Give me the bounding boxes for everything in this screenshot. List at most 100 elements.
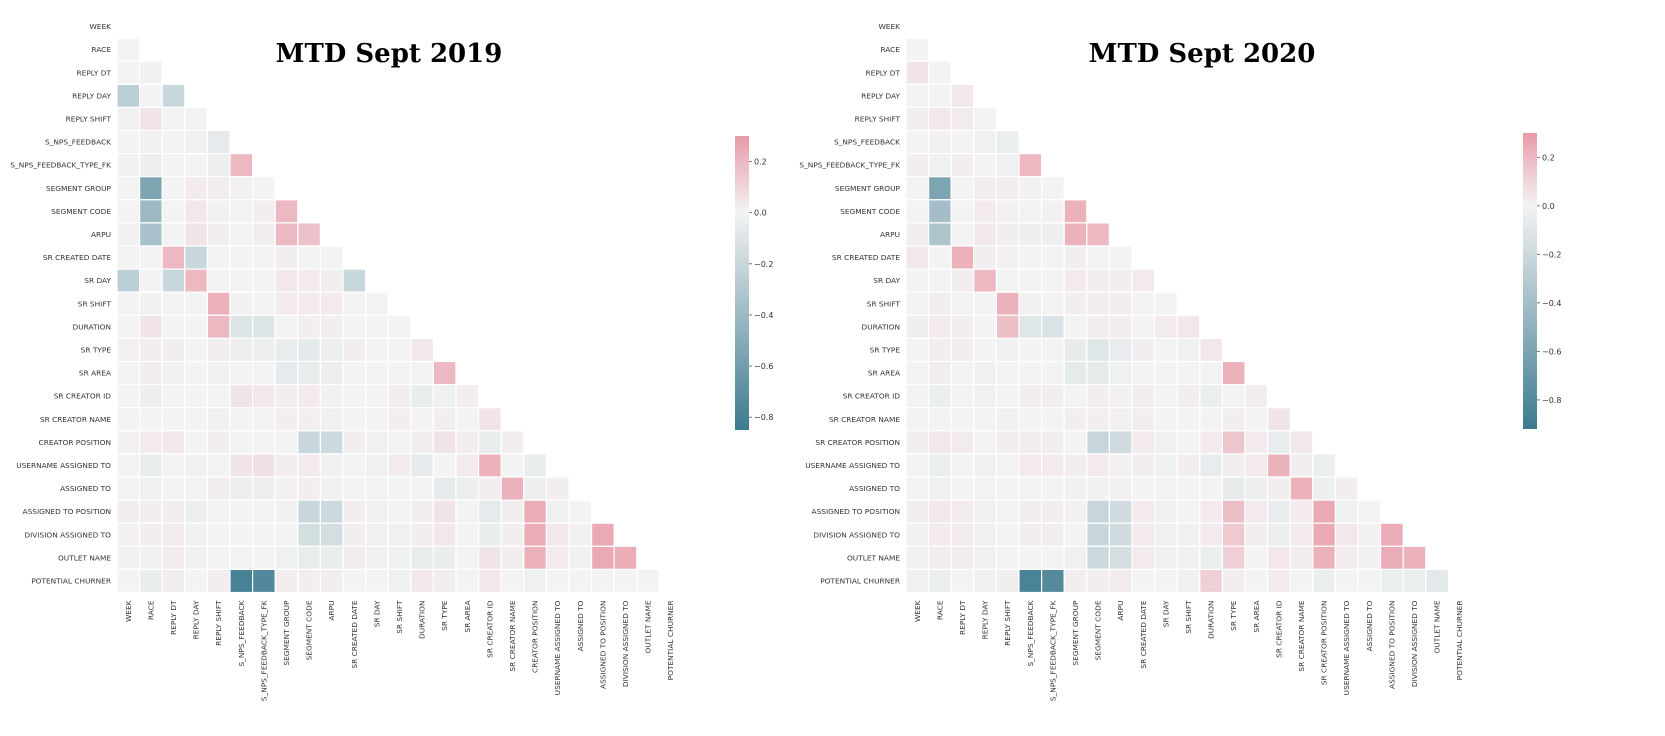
heatmap-cell bbox=[950, 430, 975, 455]
heatmap-cell bbox=[1086, 407, 1111, 432]
heatmap-cell bbox=[1357, 568, 1382, 594]
heatmap-cell bbox=[274, 384, 299, 409]
x-tick-label: S_NPS_FEEDBACK bbox=[237, 600, 246, 666]
heatmap-cell bbox=[478, 476, 502, 501]
heatmap-cell bbox=[1108, 245, 1133, 270]
heatmap-cell bbox=[161, 499, 186, 524]
y-tick-label: REPLY DT bbox=[77, 68, 112, 77]
heatmap-cell bbox=[161, 199, 186, 224]
heatmap-cell bbox=[1244, 476, 1269, 501]
heatmap-cell bbox=[1040, 522, 1065, 547]
heatmap-cell bbox=[1402, 545, 1427, 570]
heatmap-cell bbox=[1176, 545, 1201, 570]
heatmap-cell bbox=[950, 522, 975, 547]
y-tick-label: USERNAME ASSIGNED TO bbox=[16, 461, 111, 470]
heatmap-cell bbox=[973, 106, 997, 132]
heatmap-cell bbox=[1063, 407, 1088, 432]
heatmap-cell bbox=[905, 268, 930, 293]
heatmap-cell bbox=[927, 129, 952, 155]
heatmap-cell bbox=[1379, 522, 1404, 547]
heatmap-cell bbox=[161, 360, 186, 386]
x-tick-label: ASSIGNED TO bbox=[1365, 600, 1374, 651]
heatmap-cell bbox=[365, 522, 389, 547]
heatmap-cell bbox=[905, 291, 930, 316]
heatmap-cell bbox=[1040, 499, 1065, 524]
heatmap-cell bbox=[139, 476, 163, 501]
heatmap-cell bbox=[1334, 568, 1359, 594]
heatmap-cell bbox=[1176, 430, 1201, 455]
heatmap-cell bbox=[995, 337, 1020, 363]
heatmap-cell bbox=[1063, 360, 1088, 386]
heatmap-cell bbox=[184, 360, 209, 386]
heatmap-cell bbox=[1221, 522, 1246, 547]
colorbar-tick-label: −0.2 bbox=[1542, 250, 1561, 259]
x-tick-label: REPLY SHIFT bbox=[214, 600, 223, 646]
heatmap-cell bbox=[478, 499, 502, 524]
heatmap-cell bbox=[995, 314, 1020, 339]
heatmap-cell bbox=[1131, 430, 1156, 455]
heatmap-cell bbox=[1221, 453, 1246, 478]
heatmap-cell bbox=[950, 268, 975, 293]
heatmap-cell bbox=[274, 407, 299, 432]
heatmap-cell bbox=[387, 499, 412, 524]
heatmap-cell bbox=[973, 407, 997, 432]
heatmap-cell bbox=[410, 407, 434, 432]
x-tick-label: SR TYPE bbox=[440, 600, 449, 631]
y-tick-label: OUTLET NAME bbox=[847, 553, 900, 562]
heatmap-cell bbox=[1244, 545, 1269, 570]
heatmap-cell bbox=[229, 176, 254, 201]
heatmap-cell bbox=[1040, 545, 1065, 570]
colorbar-tick-label: −0.4 bbox=[754, 311, 773, 320]
heatmap-cell bbox=[1018, 384, 1043, 409]
heatmap-cell bbox=[252, 499, 276, 524]
y-tick-label: REPLY DAY bbox=[861, 91, 900, 100]
heatmap-cell bbox=[319, 499, 344, 524]
heatmap-cell bbox=[365, 430, 389, 455]
heatmap-cell bbox=[568, 522, 593, 547]
y-tick-label: SR CREATOR ID bbox=[843, 392, 901, 401]
x-tick-label: REPLY DT bbox=[169, 600, 178, 635]
heatmap-cell bbox=[927, 314, 952, 339]
heatmap-cell bbox=[455, 545, 480, 570]
heatmap-cell bbox=[1086, 268, 1111, 293]
colorbar: 0.2 0.0 −0.2 −0.4 −0.6 −0.8 bbox=[735, 136, 773, 430]
colorbar-tick-label: −0.8 bbox=[754, 413, 773, 422]
heatmap-cell bbox=[478, 522, 502, 547]
heatmap-cell bbox=[1244, 407, 1269, 432]
heatmap-cell bbox=[274, 430, 299, 455]
heatmap-cell bbox=[1334, 522, 1359, 547]
heatmap-cell bbox=[1199, 384, 1224, 409]
y-tick-label: POTENTIAL CHURNER bbox=[31, 576, 111, 585]
heatmap-cell bbox=[950, 314, 975, 339]
heatmap-cell bbox=[184, 384, 209, 409]
heatmap-cell bbox=[1221, 568, 1246, 594]
heatmap-cell bbox=[973, 568, 997, 594]
heatmap-cell bbox=[1018, 545, 1043, 570]
heatmap-cell bbox=[139, 360, 163, 386]
heatmap-cell bbox=[1153, 384, 1178, 409]
heatmap-cell bbox=[365, 568, 389, 594]
heatmap-cell bbox=[297, 545, 321, 570]
heatmap-cell bbox=[950, 222, 975, 247]
heatmap-cell bbox=[950, 83, 975, 109]
heatmap-cell bbox=[139, 153, 163, 178]
heatmap-cell bbox=[1289, 476, 1314, 501]
y-tick-label: REPLY DT bbox=[866, 68, 901, 77]
heatmap-cell bbox=[905, 499, 930, 524]
heatmap-cell bbox=[387, 384, 412, 409]
heatmap-cell bbox=[365, 545, 389, 570]
heatmap-cell bbox=[1221, 430, 1246, 455]
heatmap-cell bbox=[184, 314, 209, 339]
x-tick-label: REPLY DAY bbox=[981, 600, 990, 639]
y-tick-label: SR CREATED DATE bbox=[832, 253, 900, 262]
heatmap-cell bbox=[1153, 360, 1178, 386]
heatmap-cell bbox=[1131, 268, 1156, 293]
heatmap-cell bbox=[342, 453, 367, 478]
heatmap-cell bbox=[1289, 499, 1314, 524]
heatmap-cell bbox=[973, 522, 997, 547]
y-tick-label: SEGMENT GROUP bbox=[46, 184, 112, 193]
x-tick-label: SEGMENT CODE bbox=[305, 600, 314, 660]
heatmap-cell bbox=[274, 268, 299, 293]
heatmap-cell bbox=[1063, 568, 1088, 594]
heatmap-cell bbox=[1266, 430, 1291, 455]
